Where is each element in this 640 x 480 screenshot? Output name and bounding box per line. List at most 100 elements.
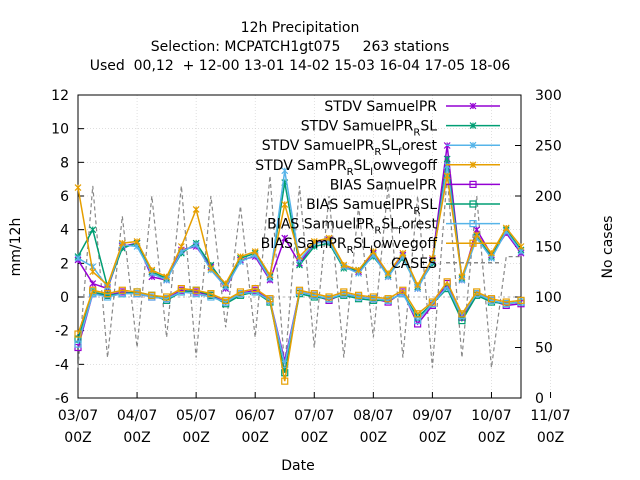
x-tick-label-hour: 00Z [537,430,564,446]
data-point [148,266,156,274]
data-point [89,286,97,294]
data-point [236,288,245,296]
data-point [488,254,495,262]
series-bias-sampr-r-sl-lowvegoff [74,278,525,385]
x-axis-label: Date [281,458,314,474]
y-tick-label: 12 [51,88,69,104]
data-point [399,286,407,294]
data-point [473,288,481,296]
data-point [517,243,525,250]
data-point [192,286,200,294]
legend-label: BIAS SamuelPRRSLforest [267,217,437,237]
data-point [74,254,82,262]
data-point [103,290,112,298]
data-point [118,286,126,294]
data-point [192,206,200,213]
data-point [133,288,141,296]
data-point [74,330,82,338]
x-tick-label: 04/07 [117,408,157,424]
data-point [325,234,333,242]
data-point [310,238,318,245]
chart-title: 12h Precipitation [241,20,360,36]
y-axis-label: mm/12h [8,218,24,277]
x-tick-label-hour: 00Z [360,430,387,446]
data-point [469,239,477,247]
data-point [222,296,230,304]
data-point [177,284,185,293]
data-point [163,273,171,281]
data-point [414,316,422,325]
data-point [458,310,466,318]
y-tick-label: 6 [60,189,69,205]
y-tick-label: -4 [55,357,69,373]
data-point [89,268,97,276]
x-tick-label-hour: 00Z [301,430,328,446]
data-point [502,298,510,306]
y-tick-label: 0 [60,290,69,306]
x-tick-label: 08/07 [353,408,393,424]
legend-label: STDV SamuelPR [324,99,437,115]
data-point [177,243,185,250]
legend-item: BIAS SamuelPRRSLforest [267,217,500,237]
data-point [266,271,274,279]
data-point [74,340,82,348]
data-point [295,286,304,294]
y2-tick-label: 300 [535,88,562,104]
data-point [207,264,215,272]
data-point [310,290,318,298]
legend-item: STDV SamuelPR [324,99,500,115]
data-point [104,281,111,289]
data-point [384,270,392,277]
x-tick-label-hour: 00Z [182,430,209,446]
data-point [148,291,156,299]
legend-item: BIAS SamuelPR [330,177,500,193]
x-tick-label: 07/07 [294,408,334,424]
data-point [469,161,477,169]
series-line [77,175,521,368]
legend-item: STDV SamPRRSLlowvegoff [255,158,500,178]
data-point [340,288,348,296]
x-tick-label: 05/07 [176,408,216,424]
data-point [473,226,481,234]
y-tick-label: 10 [51,122,69,138]
data-point [517,296,525,304]
y-tick-label: 8 [60,155,69,171]
data-point [469,102,477,110]
data-point [473,231,481,239]
data-point [281,377,289,385]
data-point [325,293,333,301]
data-point [251,248,259,255]
y2-tick-label: 0 [535,391,544,407]
x-tick-label: 11/07 [530,408,570,424]
data-point [502,224,510,232]
y2-tick-label: 200 [535,189,562,205]
data-point [340,261,348,269]
x-tick-label-hour: 00Z [478,430,505,446]
y-tick-label: -6 [55,391,69,407]
x-tick-label-hour: 00Z [123,430,150,446]
x-tick-label: 06/07 [235,408,275,424]
y2-axis: 0 50 100 150 200 250 300 [515,88,562,407]
data-point [469,180,477,188]
data-point [296,253,303,261]
data-point [281,234,289,242]
x-tick-label: 09/07 [412,408,452,424]
x-tick-label-hour: 00Z [64,430,91,446]
legend-item: BIAS SamuelPRRSL [306,197,500,217]
data-point [428,254,436,262]
y2-axis-label: No cases [600,216,616,279]
data-point [89,280,97,287]
chart-used-line: Used 00,12 + 12-00 13-01 14-02 15-03 16-… [90,58,511,74]
series-line [77,280,522,382]
data-point [163,293,171,301]
x-tick-label: 03/07 [58,408,98,424]
series-layer [74,142,525,385]
data-point [458,316,466,325]
data-point [266,295,274,303]
data-point [369,293,377,301]
x-tick-label: 10/07 [471,408,511,424]
data-point [458,273,466,281]
y2-tick-label: 150 [535,240,562,256]
data-point [469,220,477,228]
